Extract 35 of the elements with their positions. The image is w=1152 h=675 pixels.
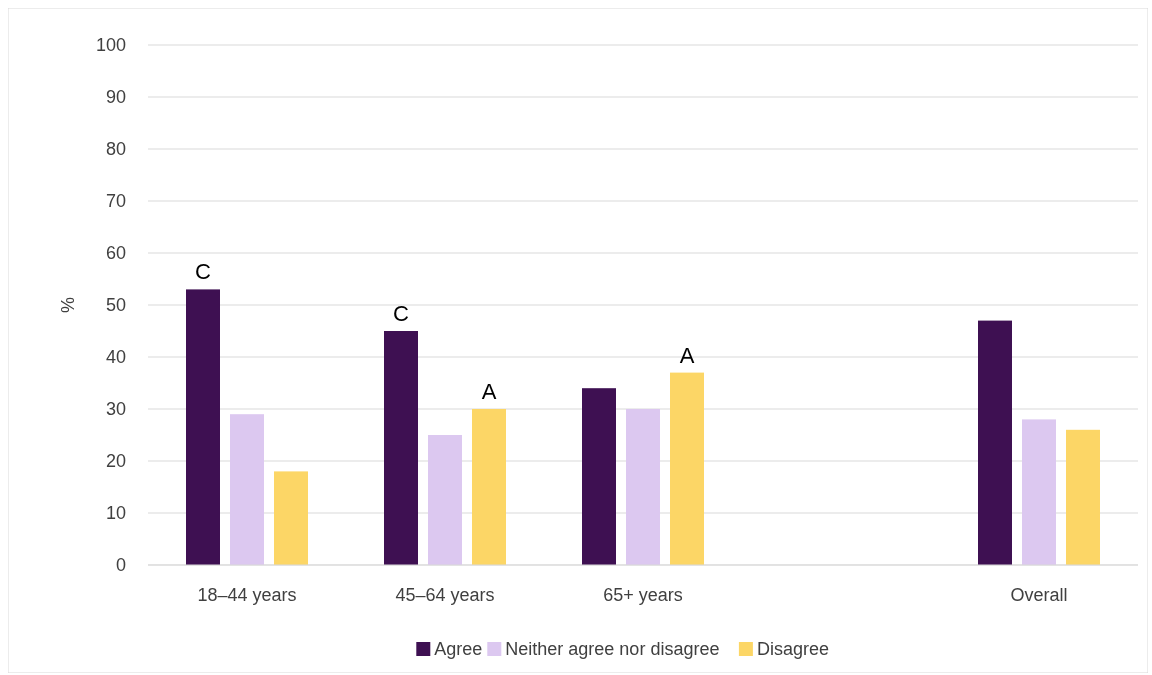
bar bbox=[1066, 429, 1100, 565]
y-tick-label: 40 bbox=[105, 347, 126, 368]
y-tick-label: 80 bbox=[105, 139, 126, 160]
x-tick-label: 45–64 years bbox=[395, 585, 495, 605]
bar bbox=[274, 471, 308, 565]
bar bbox=[978, 320, 1012, 565]
bar bbox=[582, 388, 616, 565]
y-tick-label: 70 bbox=[105, 191, 126, 212]
x-tick-label: 18–44 years bbox=[197, 585, 297, 605]
data-label: C bbox=[393, 301, 410, 326]
y-tick-label: 90 bbox=[105, 87, 126, 108]
y-tick-label: 0 bbox=[115, 555, 126, 576]
x-tick-label: Overall bbox=[1010, 585, 1068, 605]
bar bbox=[1022, 419, 1056, 565]
legend-label: Agree bbox=[434, 639, 483, 660]
bar bbox=[384, 331, 418, 565]
y-tick-label: 10 bbox=[105, 503, 126, 524]
bar bbox=[626, 409, 660, 565]
data-label: A bbox=[679, 342, 695, 368]
y-tick-label: 30 bbox=[105, 399, 126, 420]
y-tick-label: 20 bbox=[105, 451, 126, 472]
data-label: A bbox=[481, 379, 497, 404]
y-tick-label: 50 bbox=[105, 295, 126, 316]
y-tick-label: 100 bbox=[95, 35, 126, 56]
bar bbox=[670, 372, 704, 565]
x-tick-label: 65+ years bbox=[603, 585, 683, 605]
y-tick-label: 60 bbox=[105, 243, 126, 264]
legend-label: Disagree bbox=[756, 639, 829, 660]
bar bbox=[230, 414, 264, 565]
bar bbox=[186, 289, 220, 565]
y-axis-title: % bbox=[58, 296, 78, 314]
bar bbox=[428, 435, 462, 565]
bar bbox=[472, 409, 506, 565]
legend-label: Neither agree nor disagree bbox=[505, 639, 720, 660]
data-label: C bbox=[195, 259, 212, 285]
